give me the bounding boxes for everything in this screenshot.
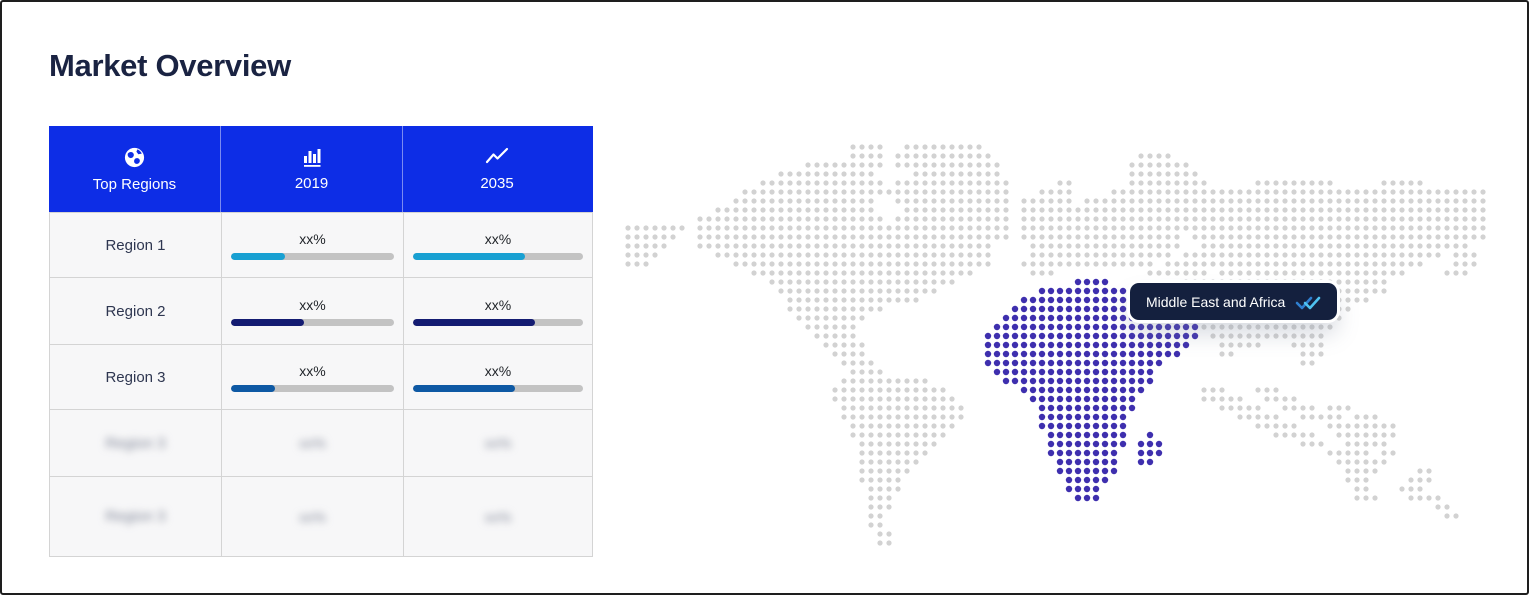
table-header: Top Regions 2019 2035: [49, 126, 593, 212]
value-2035: xx%: [484, 362, 512, 379]
region-label: Region 2: [105, 302, 166, 320]
progress-track: [413, 318, 583, 326]
globe-icon: [124, 147, 145, 167]
table-header-2035: 2035: [402, 126, 591, 212]
regions-table: Top Regions 2019 2035 Reg: [49, 126, 593, 557]
value-2035: xx%: [484, 230, 512, 247]
progress-track: [413, 252, 583, 260]
world-dot-map: [624, 143, 1488, 548]
region-label: Region 3: [105, 508, 166, 525]
region-tooltip[interactable]: Middle East and Africa: [1130, 283, 1338, 320]
value-2019: xx%: [299, 230, 326, 247]
progress-track: [413, 384, 583, 392]
world-map-svg: [625, 144, 1486, 546]
progress-fill: [413, 252, 526, 260]
table-row: Region 2 xx% xx%: [50, 277, 592, 344]
column-label: 2019: [294, 175, 329, 192]
progress-fill: [413, 384, 515, 392]
value-2035: xx%: [484, 435, 512, 451]
table-row-blurred: Region 3 xx% xx%: [50, 476, 592, 556]
progress-fill: [231, 252, 285, 260]
value-2035: xx%: [484, 296, 512, 313]
value-2019: xx%: [299, 435, 326, 451]
column-label: 2035: [480, 175, 514, 192]
region-label: Region 3: [105, 434, 166, 452]
table-row: Region 1 xx% xx%: [50, 212, 592, 277]
column-label: Top Regions: [92, 175, 177, 193]
double-check-icon: [1295, 296, 1321, 309]
bar-chart-icon: [303, 149, 320, 167]
table-header-2019: 2019: [220, 126, 402, 212]
table-row-blurred: Region 3 xx% xx%: [50, 409, 592, 476]
region-tooltip-label: Middle East and Africa: [1146, 293, 1286, 310]
value-2035: xx%: [484, 508, 512, 525]
progress-track: [231, 384, 394, 392]
progress-fill: [413, 318, 536, 326]
progress-fill: [231, 384, 275, 392]
value-2019: xx%: [299, 296, 326, 313]
progress-track: [231, 252, 394, 260]
region-label: Region 1: [105, 236, 166, 254]
table-header-top-regions: Top Regions: [49, 126, 220, 212]
region-label: Region 3: [105, 368, 166, 386]
value-2019: xx%: [299, 508, 326, 525]
progress-fill: [231, 318, 305, 326]
trend-up-icon: [485, 147, 509, 164]
page-title: Market Overview: [49, 48, 291, 83]
table-row: Region 3 xx% xx%: [50, 344, 592, 409]
value-2019: xx%: [299, 362, 326, 379]
progress-track: [231, 318, 394, 326]
